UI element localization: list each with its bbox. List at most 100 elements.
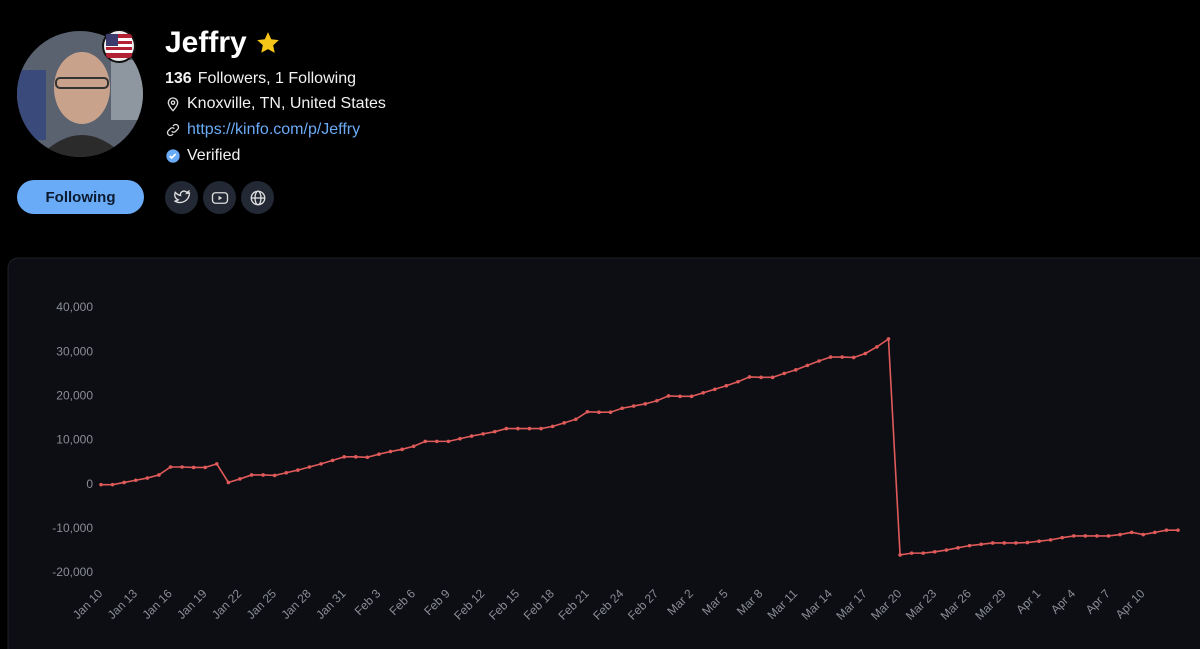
youtube-button[interactable] [203, 181, 236, 214]
point [1014, 541, 1018, 545]
point [1095, 534, 1099, 538]
point [875, 345, 879, 349]
point [516, 426, 520, 431]
point [840, 355, 844, 359]
point [272, 473, 277, 478]
point [562, 421, 567, 425]
point [527, 426, 532, 431]
youtube-icon [211, 191, 228, 204]
y-tick-label: -20,000 [52, 565, 93, 579]
url-row: https://kinfo.com/p/Jeffry [165, 121, 360, 139]
pin-icon [167, 97, 179, 112]
y-tick-label: 10,000 [56, 433, 93, 447]
point [388, 449, 393, 454]
point [944, 548, 949, 552]
point [191, 465, 196, 470]
follow-button[interactable]: Following [17, 180, 144, 214]
point [411, 444, 416, 449]
point [805, 363, 810, 368]
point [353, 455, 358, 459]
point [1153, 530, 1157, 535]
y-tick-label: -10,000 [52, 521, 93, 535]
point [724, 383, 729, 388]
followers-row: 136 Followers, 1 Following [165, 70, 356, 88]
point [261, 473, 265, 477]
point [330, 458, 335, 463]
point [620, 406, 624, 411]
point [886, 337, 891, 341]
point [1037, 539, 1041, 543]
location: Knoxville, TN, United States [187, 95, 386, 112]
point [319, 462, 323, 466]
y-tick-label: 30,000 [56, 344, 93, 358]
point [574, 417, 578, 422]
point [1141, 532, 1146, 537]
point [909, 551, 914, 555]
profile-name: Jeffry [165, 26, 247, 59]
point [423, 439, 428, 444]
point [585, 409, 590, 414]
point [168, 465, 173, 469]
point [99, 482, 103, 487]
point [712, 387, 717, 392]
point [898, 553, 902, 557]
point [377, 452, 381, 456]
profile-url[interactable]: https://kinfo.com/p/Jeffry [187, 121, 361, 138]
point [678, 394, 682, 399]
point [284, 470, 289, 475]
point [666, 394, 671, 398]
point [770, 375, 775, 380]
point [249, 473, 254, 477]
point [504, 426, 509, 431]
point [180, 465, 184, 469]
point [1164, 528, 1169, 532]
y-tick-label: 0 [86, 477, 93, 491]
point [817, 359, 821, 363]
point [828, 355, 833, 359]
followers-text: Followers, 1 Following [197, 70, 356, 87]
link-icon [166, 123, 180, 137]
location-row: Knoxville, TN, United States [165, 95, 386, 113]
website-button[interactable] [241, 181, 274, 214]
verified-row: Verified [165, 147, 240, 165]
point [782, 371, 787, 376]
point [967, 543, 972, 548]
point [701, 391, 705, 395]
twitter-button[interactable] [165, 181, 198, 214]
chart-card [7, 257, 1200, 649]
point [469, 434, 474, 438]
point [307, 465, 312, 469]
point [342, 455, 346, 459]
point [296, 468, 300, 472]
point [400, 447, 404, 452]
verified: Verified [187, 147, 241, 164]
point [851, 355, 856, 360]
twitter-icon [173, 189, 190, 203]
globe-icon [250, 190, 265, 205]
point [655, 398, 659, 403]
point [481, 432, 485, 436]
point [608, 410, 613, 415]
point [863, 351, 868, 356]
y-tick-label: 40,000 [56, 300, 93, 314]
point [203, 465, 208, 470]
point [1071, 534, 1076, 538]
point [1129, 530, 1134, 535]
point [597, 410, 601, 415]
point [759, 375, 763, 380]
point [956, 546, 960, 550]
point [1002, 541, 1007, 545]
point [979, 542, 983, 547]
point [365, 455, 370, 460]
star-icon [256, 32, 279, 53]
point [747, 375, 752, 379]
verified-icon [166, 149, 180, 163]
point [1060, 535, 1064, 540]
line [101, 337, 1178, 556]
point [446, 439, 451, 444]
point [990, 541, 995, 545]
point [1176, 528, 1180, 532]
point [226, 480, 231, 485]
